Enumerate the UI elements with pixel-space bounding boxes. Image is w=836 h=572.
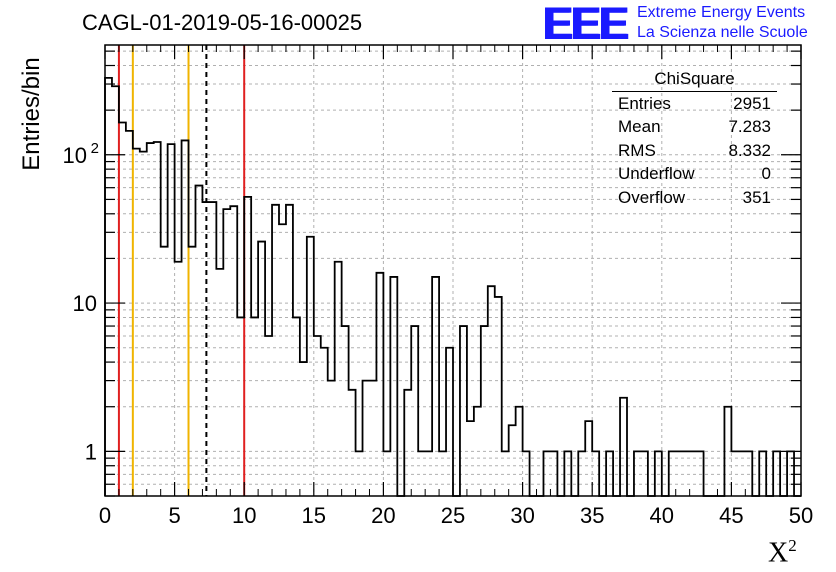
stats-value: 8.332	[728, 140, 771, 160]
stats-label: Overflow	[618, 187, 686, 207]
x-tick-label: 15	[302, 503, 326, 528]
logo-line-2: La Scienza nelle Scuole	[637, 24, 808, 41]
y-tick-exponent: 2	[91, 140, 99, 157]
y-axis-label: Entries/bin	[18, 57, 45, 171]
x-tick-label: 10	[232, 503, 256, 528]
x-tick-label: 30	[510, 503, 534, 528]
axis-ticks	[104, 45, 802, 497]
stats-title: ChiSquare	[654, 69, 735, 88]
x-tick-label: 25	[441, 503, 465, 528]
stats-value: 0	[761, 164, 771, 183]
stats-label: Mean	[618, 117, 661, 136]
stats-value: 2951	[733, 93, 771, 113]
stats-row-mean: Mean 7.283	[612, 115, 777, 139]
chart-title: CAGL-01-2019-05-16-00025	[82, 10, 363, 35]
x-tick-label: 20	[371, 503, 395, 528]
stats-label: Underflow	[618, 164, 695, 183]
stats-value: 351	[742, 187, 771, 207]
eee-logo: EEE	[543, 0, 629, 49]
x-tick-label: 50	[789, 503, 813, 528]
x-tick-label: 5	[168, 503, 180, 528]
stats-row-rms: RMS 8.332	[612, 139, 777, 163]
stats-row-entries: Entries 2951	[612, 92, 777, 116]
reference-lines	[117, 45, 246, 496]
y-tick-label: 10	[63, 143, 87, 168]
y-tick-label: 10	[73, 291, 97, 316]
x-axis-label-main: X	[768, 537, 789, 569]
logo-line-1: Extreme Energy Events	[637, 4, 806, 21]
x-axis-label-superscript: 2	[788, 536, 797, 555]
stats-box: ChiSquare Entries 2951 Mean 7.283 RMS 8.…	[612, 67, 777, 209]
stats-label: RMS	[618, 140, 656, 160]
logo-caption: Extreme Energy Events La Scienza nelle S…	[637, 3, 808, 43]
stats-value: 7.283	[728, 117, 771, 136]
stats-label: Entries	[618, 93, 671, 113]
x-tick-label: 45	[719, 503, 743, 528]
stats-row-underflow: Underflow 0	[612, 162, 777, 186]
x-axis-label: X2	[768, 536, 797, 569]
y-tick-label: 1	[85, 439, 97, 464]
x-tick-label: 40	[650, 503, 674, 528]
x-tick-label: 0	[99, 503, 111, 528]
x-tick-label: 35	[580, 503, 604, 528]
stats-row-overflow: Overflow 351	[612, 186, 777, 210]
stats-divider	[612, 90, 777, 92]
x-tick-labels: 0 5 10 15 20 25 30 35 40 45 50	[99, 503, 813, 528]
